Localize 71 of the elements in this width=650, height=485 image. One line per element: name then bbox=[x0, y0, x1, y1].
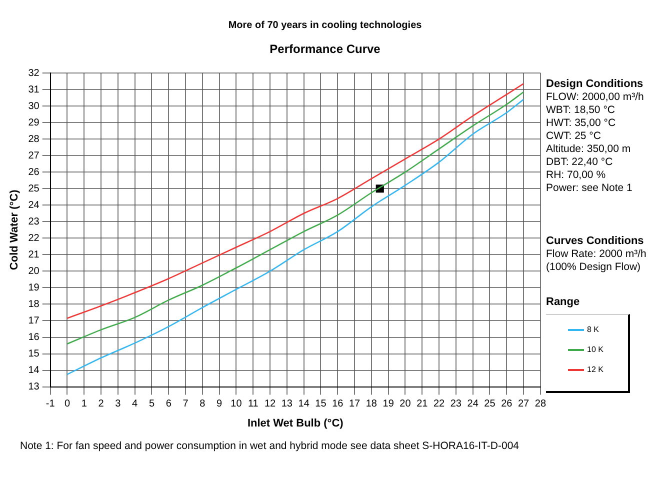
y-tick-label: 21 bbox=[28, 249, 40, 260]
y-tick-label: 20 bbox=[28, 266, 40, 277]
y-tick-label: 16 bbox=[28, 332, 40, 344]
y-tick-label: 15 bbox=[28, 348, 40, 360]
text: Design Conditions bbox=[546, 78, 644, 91]
text: FLOW: 2000,00 m³/h bbox=[546, 91, 645, 104]
x-tick-label: 19 bbox=[382, 398, 394, 410]
text: CWT: 25 °C bbox=[546, 130, 602, 143]
y-tick-label: 31 bbox=[28, 84, 40, 96]
x-tick-label: 20 bbox=[400, 398, 412, 410]
x-tick-label: 18 bbox=[366, 398, 378, 410]
x-tick-label: 14 bbox=[298, 398, 310, 410]
y-tick-label: 17 bbox=[28, 315, 40, 326]
y-tick-label: 18 bbox=[28, 298, 40, 310]
chart-subtitle: More of 70 years in cooling technologies bbox=[227, 20, 423, 31]
y-tick-label: 26 bbox=[28, 166, 40, 178]
y-axis-title: Cold Water (°C) bbox=[8, 189, 21, 270]
y-tick-label: 27 bbox=[28, 150, 40, 162]
y-tick-label: 23 bbox=[28, 216, 40, 228]
x-tick-label: 6 bbox=[166, 398, 172, 410]
x-tick-label: 24 bbox=[467, 398, 479, 410]
text: Curves Conditions bbox=[546, 235, 645, 248]
x-tick-label: 23 bbox=[450, 398, 462, 410]
y-tick-label: 24 bbox=[28, 200, 40, 211]
x-tick-label: 15 bbox=[315, 398, 327, 410]
text: Power: see Note 1 bbox=[546, 182, 634, 195]
x-tick-label: 4 bbox=[132, 398, 138, 410]
y-tick-label: 14 bbox=[28, 365, 40, 376]
x-tick-label: 2 bbox=[98, 398, 104, 410]
y-tick-label: 29 bbox=[28, 117, 40, 128]
x-tick-label: 22 bbox=[433, 398, 446, 410]
x-tick-label: 8 bbox=[200, 398, 206, 410]
y-tick-label: 22 bbox=[28, 232, 40, 244]
text: DBT: 22,40 °C bbox=[546, 156, 614, 169]
x-tick-label: 16 bbox=[332, 398, 344, 410]
x-tick-label: 7 bbox=[182, 398, 189, 410]
x-tick-label: 10 bbox=[230, 398, 242, 410]
y-tick-label: 25 bbox=[28, 183, 40, 194]
x-tick-label: 27 bbox=[518, 398, 530, 410]
x-tick-label: 26 bbox=[501, 398, 513, 410]
x-tick-label: -1 bbox=[46, 398, 56, 410]
text: (100% Design Flow) bbox=[546, 261, 642, 274]
text: Note 1: For fan speed and power consumption in wet and hybrid mode see data sheet S-HORA16-IT-D-004 bbox=[20, 440, 520, 452]
legend-label: 12 K bbox=[587, 365, 604, 374]
y-tick-label: 30 bbox=[28, 100, 40, 112]
x-tick-label: 0 bbox=[64, 398, 70, 410]
x-tick-label: 11 bbox=[248, 398, 259, 410]
x-tick-label: 5 bbox=[148, 398, 155, 410]
text: WBT: 18,50 °C bbox=[546, 104, 616, 117]
x-tick-label: 1 bbox=[81, 398, 88, 410]
y-tick-label: 28 bbox=[28, 134, 40, 145]
chart-title: Performance Curve bbox=[268, 42, 382, 56]
y-tick-label: 13 bbox=[28, 382, 40, 393]
text: RH: 70,00 % bbox=[546, 169, 607, 182]
x-axis-title: Inlet Wet Bulb (°C) bbox=[247, 417, 344, 430]
x-tick-label: 21 bbox=[416, 398, 428, 410]
y-tick-label: 32 bbox=[28, 68, 40, 79]
x-tick-label: 12 bbox=[264, 398, 276, 410]
legend-label: 10 K bbox=[587, 345, 604, 354]
x-tick-label: 3 bbox=[115, 398, 122, 410]
text: Altitude: 350,00 m bbox=[546, 143, 632, 156]
text: HWT: 35,00 °C bbox=[546, 117, 617, 130]
y-tick-label: 19 bbox=[28, 282, 40, 294]
x-tick-label: 25 bbox=[484, 398, 496, 410]
x-tick-label: 28 bbox=[534, 398, 546, 410]
legend-title: Range bbox=[546, 296, 581, 308]
legend-label: 8 K bbox=[587, 325, 600, 334]
text: Flow Rate: 2000 m³/h bbox=[546, 248, 648, 261]
x-tick-label: 17 bbox=[348, 398, 361, 410]
x-tick-label: 9 bbox=[216, 398, 223, 410]
x-tick-label: 13 bbox=[281, 398, 293, 410]
